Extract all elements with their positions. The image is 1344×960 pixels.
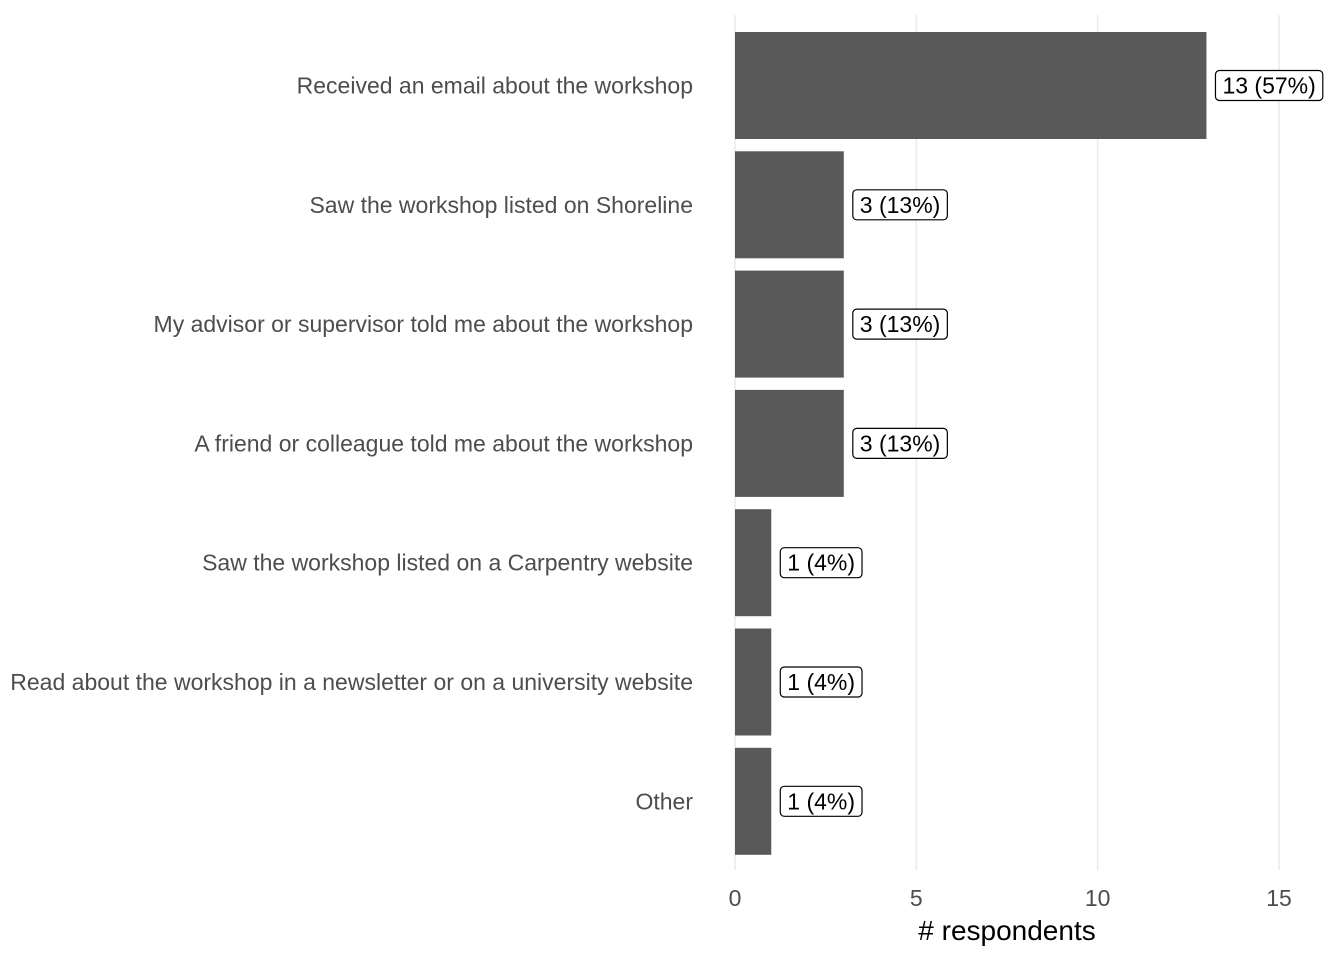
data-label-text: 1 (4%) (787, 669, 855, 695)
category-label: Saw the workshop listed on a Carpentry w… (202, 550, 693, 576)
category-label: Other (635, 788, 693, 814)
x-axis-ticks: 0 5 10 15 (729, 885, 1292, 911)
data-label-box (852, 189, 948, 221)
data-label-text: 13 (57%) (1222, 73, 1315, 99)
data-label: 1 (4%) (779, 666, 863, 698)
data-label-box (779, 666, 863, 698)
x-tick-label: 10 (1085, 885, 1111, 911)
bar (735, 151, 844, 259)
data-label-text: 1 (4%) (787, 550, 855, 576)
data-label: 1 (4%) (779, 547, 863, 579)
data-label-text: 1 (4%) (787, 788, 855, 814)
bar (735, 389, 844, 497)
data-label-text: 3 (13%) (860, 311, 941, 337)
x-tick-label: 5 (910, 885, 923, 911)
bar (735, 32, 1207, 139)
category-label: Received an email about the workshop (297, 73, 693, 99)
category-label: Saw the workshop listed on Shoreline (309, 192, 693, 218)
data-label-box (1214, 69, 1324, 102)
data-label: 3 (13%) (852, 427, 948, 459)
x-tick-label: 0 (729, 885, 742, 911)
x-tick-label: 15 (1266, 885, 1292, 911)
x-axis-title: # respondents (918, 915, 1095, 946)
data-label-box (779, 785, 863, 817)
data-label-text: 3 (13%) (860, 430, 941, 456)
data-label: 3 (13%) (852, 189, 948, 221)
data-label-box (779, 547, 863, 579)
data-label: 1 (4%) (779, 785, 863, 817)
bar (735, 509, 772, 617)
data-label-box (852, 427, 948, 459)
category-label: Read about the workshop in a newsletter … (10, 669, 693, 695)
bar (735, 747, 772, 855)
category-labels: Received an email about the workshop Saw … (10, 73, 693, 815)
category-label: My advisor or supervisor told me about t… (154, 311, 693, 337)
data-label-text: 3 (13%) (860, 192, 941, 218)
data-label-box (852, 308, 948, 340)
category-label: A friend or colleague told me about the … (194, 430, 693, 456)
data-labels: 13 (57%) 3 (13%) 3 (13%) 3 (13%) 1 (4%) 1 (4%… (779, 69, 1324, 817)
bar (735, 628, 772, 736)
data-label: 13 (57%) (1214, 69, 1324, 102)
data-label: 3 (13%) (852, 308, 948, 340)
bars (735, 32, 1207, 855)
bar (735, 270, 844, 378)
